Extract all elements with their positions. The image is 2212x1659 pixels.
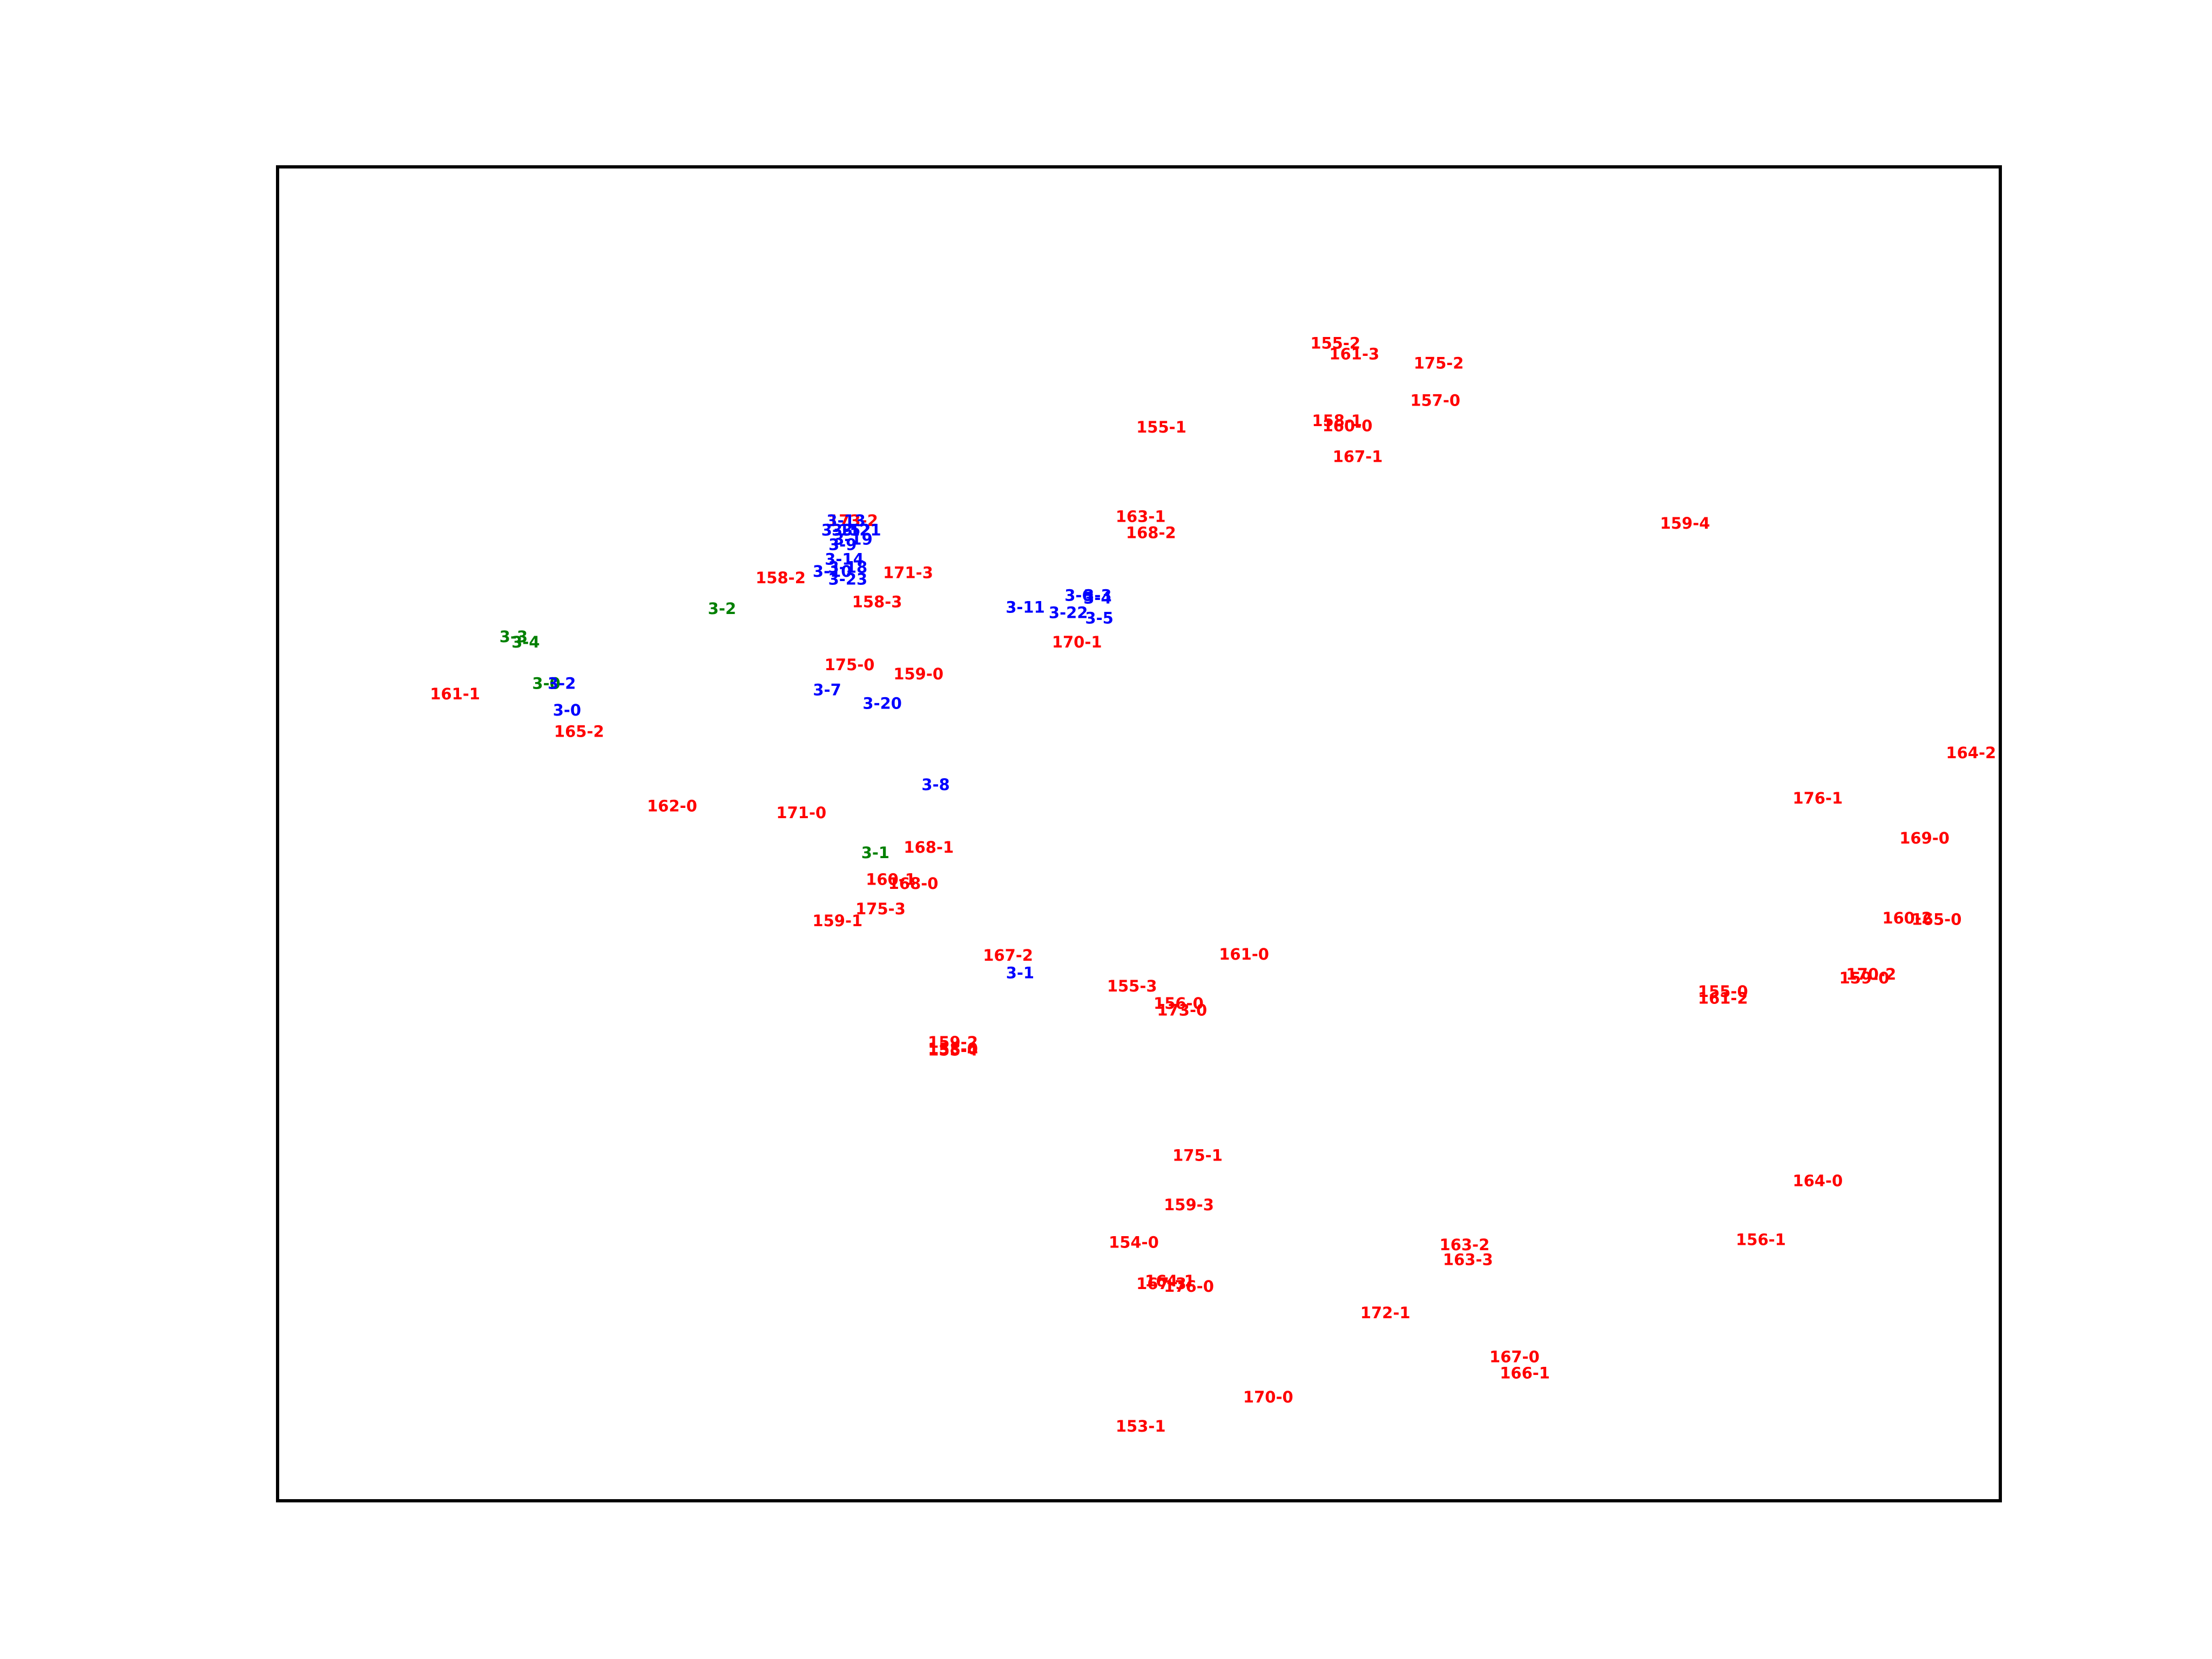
point-label: 155-2 xyxy=(1310,334,1360,353)
point-label: 165-0 xyxy=(1912,911,1962,929)
point-label: 3-0 xyxy=(553,701,581,719)
point-label: 170-2 xyxy=(1846,965,1896,983)
point-label: 176-1 xyxy=(1793,789,1843,807)
point-label: 156-0 xyxy=(1154,994,1204,1013)
point-label: 3-1 xyxy=(1006,963,1034,982)
point-label: 3-13 xyxy=(826,511,866,530)
point-label: 164-1 xyxy=(1145,1272,1195,1290)
point-label: 169-0 xyxy=(1899,829,1950,847)
point-label: 166-1 xyxy=(1500,1364,1550,1382)
point-label: 176-0 xyxy=(1164,1277,1214,1296)
point-label: 3-19 xyxy=(833,530,873,549)
point-label: 158-2 xyxy=(756,569,806,587)
point-label: 3-23 xyxy=(828,570,868,589)
point-label: 163-1 xyxy=(1116,508,1166,526)
point-label: 157-0 xyxy=(1410,392,1460,410)
point-label: 171-3 xyxy=(883,563,933,582)
point-label: 160-0 xyxy=(1323,417,1373,435)
point-label: 175-1 xyxy=(1172,1147,1223,1165)
point-label: 3-6 xyxy=(1064,586,1092,604)
point-label: 160-1 xyxy=(866,871,916,889)
point-label: 156-1 xyxy=(1736,1230,1786,1249)
point-label: 167-3 xyxy=(1136,1274,1186,1293)
point-label: 161-3 xyxy=(1329,345,1379,363)
point-label: 172-1 xyxy=(1360,1304,1411,1322)
point-label: 3-2 xyxy=(708,599,736,618)
point-label: 154-0 xyxy=(1109,1233,1159,1251)
point-label: 3-18 xyxy=(828,558,868,577)
point-label: 175-0 xyxy=(825,656,875,674)
point-label: 160-2 xyxy=(1882,909,1932,927)
point-label: 159-4 xyxy=(1660,514,1710,532)
point-label: 163-3 xyxy=(1443,1250,1493,1269)
point-label: 3-3 xyxy=(500,628,528,646)
point-label: 3-14 xyxy=(825,550,864,569)
point-label: 3-11 xyxy=(1006,598,1045,617)
point-label: 161-1 xyxy=(430,685,480,703)
point-label: 171-0 xyxy=(776,804,826,822)
point-label: 170-0 xyxy=(1243,1388,1293,1406)
point-label: 167-2 xyxy=(983,946,1033,965)
point-label: 3-9 xyxy=(828,536,857,554)
point-label: 158-1 xyxy=(1312,412,1362,430)
point-label: 3-3 xyxy=(1083,586,1111,604)
point-label: 159-2 xyxy=(928,1033,978,1051)
point-label: 3-22 xyxy=(1049,603,1088,622)
point-label: 173-0 xyxy=(1157,1001,1207,1020)
point-label: 167-1 xyxy=(1333,448,1383,466)
point-label: 159-0 xyxy=(1839,969,1890,987)
point-label: 168-0 xyxy=(888,874,939,893)
point-label: 168-2 xyxy=(1126,523,1176,542)
point-label: 168-1 xyxy=(903,838,954,857)
point-label: 164-0 xyxy=(1793,1172,1843,1190)
plot-frame xyxy=(276,165,2002,1502)
point-label: 170-1 xyxy=(1052,633,1102,651)
point-label: 159-1 xyxy=(812,912,862,930)
point-label: 3-8 xyxy=(921,775,949,794)
point-label: 3-12 xyxy=(832,521,871,539)
point-label: 158-3 xyxy=(852,593,902,611)
point-label: 153-1 xyxy=(1116,1417,1166,1435)
point-label: 155-0 xyxy=(1698,982,1748,1001)
point-label: 3-4 xyxy=(511,633,539,651)
point-label: 165-2 xyxy=(554,722,604,740)
point-label: 155-4 xyxy=(928,1041,978,1060)
point-label: 3-21 xyxy=(842,521,881,539)
point-label: 164-2 xyxy=(1946,744,1996,762)
point-label: 167-0 xyxy=(1489,1348,1540,1366)
point-label: 3-2 xyxy=(548,674,576,692)
point-label: 175-2 xyxy=(1414,354,1464,373)
point-label: 3-10 xyxy=(813,562,852,581)
point-label: 175-3 xyxy=(855,900,906,918)
point-label: 162-0 xyxy=(647,797,697,815)
point-label: 3-4 xyxy=(1083,589,1111,607)
point-label: 158-0 xyxy=(928,1040,978,1058)
point-label: 159-0 xyxy=(893,665,943,683)
point-label: 3-15 xyxy=(821,521,861,539)
point-label: 3-0 xyxy=(532,674,560,692)
point-label: 163-2 xyxy=(1440,1236,1490,1254)
point-label: 161-2 xyxy=(1698,989,1748,1007)
point-label: 159-3 xyxy=(1164,1196,1214,1214)
point-label: 161-0 xyxy=(1219,945,1269,963)
point-label: 155-3 xyxy=(1107,977,1157,995)
point-label: 155-1 xyxy=(1136,418,1186,436)
point-label: 3-1 xyxy=(861,844,889,862)
point-label: 3-5 xyxy=(1085,609,1113,627)
point-label: 173-2 xyxy=(828,511,878,530)
point-label: 3-20 xyxy=(862,694,902,712)
point-label: 3-7 xyxy=(813,681,841,699)
